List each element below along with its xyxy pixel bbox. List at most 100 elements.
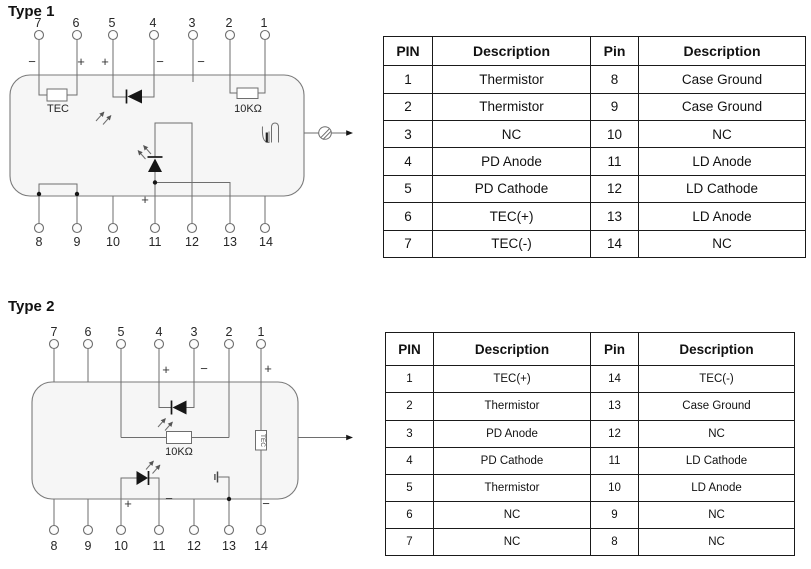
- pin-cell: 12: [590, 419, 639, 448]
- polarity-mark: −: [165, 491, 173, 506]
- thermistor-resistor: 10KΩ: [234, 87, 262, 115]
- laser-diode: [137, 145, 163, 172]
- photodiode: [157, 400, 187, 431]
- pin-label-top: 3: [191, 325, 198, 339]
- resistor-label: 10KΩ: [234, 103, 262, 115]
- tec-block: TEC: [46, 88, 69, 115]
- desc-cell: Thermistor: [433, 392, 591, 421]
- polarity-mark: +: [141, 192, 149, 207]
- case-ground-icon: [214, 471, 232, 502]
- pin-numbers: 7 6 5 4 3 2 1 8 9 10 11 12 13 14: [51, 325, 268, 553]
- pin-label-bottom: 11: [153, 539, 166, 553]
- table-header-row: PIN Description Pin Description: [383, 35, 806, 67]
- desc-cell: Case Ground: [638, 92, 806, 121]
- table-row: 1 TEC(+) 14 TEC(-): [385, 365, 795, 394]
- pin-label-top: 4: [156, 325, 163, 339]
- pin-label-top: 5: [118, 325, 125, 339]
- pin-cell: 5: [385, 473, 434, 502]
- type2-pin-table: PIN Description Pin Description 1 TEC(+)…: [385, 331, 795, 557]
- pin-cell: 10: [590, 473, 639, 502]
- pin-label-bottom: 9: [85, 539, 92, 553]
- pin-label-top: 5: [109, 16, 116, 30]
- polarity-mark: +: [162, 362, 170, 377]
- desc-cell: NC: [638, 229, 806, 259]
- table-row: 3 PD Anode 12 NC: [385, 419, 795, 448]
- col-header: Description: [433, 331, 591, 367]
- table-row: 7 TEC(-) 14 NC: [383, 229, 806, 259]
- desc-cell: LD Cathode: [638, 174, 806, 204]
- wiring: [38, 39, 347, 224]
- pin-label-bottom: 13: [223, 235, 237, 249]
- pin-cell: 4: [385, 446, 434, 475]
- polarity-mark: −: [156, 54, 164, 69]
- junction-dots: [36, 180, 158, 197]
- desc-cell: LD Anode: [638, 202, 806, 231]
- pin-label-top: 1: [258, 325, 265, 339]
- pin-label-bottom: 9: [74, 235, 81, 249]
- pin-cell: 9: [590, 500, 639, 529]
- package-outline: [31, 381, 299, 500]
- pin-cell: 3: [383, 119, 433, 149]
- type1-pin-table: PIN Description Pin Description 1 Thermi…: [383, 35, 806, 259]
- pin-label-top: 7: [35, 16, 42, 30]
- tec-label: TEC: [259, 434, 266, 447]
- table-row: 7 NC 8 NC: [385, 527, 795, 557]
- pin-cell: 8: [590, 527, 639, 557]
- pin-circles: [33, 29, 271, 234]
- pin-label-top: 6: [73, 16, 80, 30]
- type2-title: Type 2: [8, 298, 55, 315]
- desc-cell: PD Cathode: [433, 446, 591, 475]
- table-row: 4 PD Cathode 11 LD Cathode: [385, 446, 795, 475]
- type1-diagram: TEC 10KΩ: [9, 16, 353, 249]
- table-row: 6 TEC(+) 13 LD Anode: [383, 202, 806, 231]
- output-arrow: [346, 130, 353, 136]
- polarity-marks: + − + + − −: [124, 361, 272, 511]
- desc-cell: LD Cathode: [638, 446, 795, 475]
- table-row: 5 PD Cathode 12 LD Cathode: [383, 174, 806, 204]
- polarity-mark: +: [77, 54, 85, 69]
- table-row: 5 Thermistor 10 LD Anode: [385, 473, 795, 502]
- type2-diagram: 10KΩ TEC 7: [31, 325, 353, 553]
- pin-label-bottom: 13: [222, 539, 236, 553]
- pin-label-bottom: 12: [187, 539, 201, 553]
- pin-cell: 6: [383, 202, 433, 231]
- pin-cell: 8: [590, 65, 639, 94]
- col-header: Description: [432, 35, 591, 67]
- type1-title: Type 1: [8, 3, 55, 20]
- desc-cell: Case Ground: [638, 65, 806, 94]
- desc-cell: PD Cathode: [432, 174, 591, 204]
- desc-cell: Thermistor: [433, 473, 591, 502]
- pin-cell: 1: [383, 65, 433, 94]
- table-row: 6 NC 9 NC: [385, 500, 795, 529]
- pin-label-top: 6: [85, 325, 92, 339]
- table-row: 3 NC 10 NC: [383, 119, 806, 149]
- output-arrow: [346, 434, 353, 441]
- desc-cell: PD Anode: [433, 419, 591, 448]
- desc-cell: NC: [638, 119, 806, 149]
- col-header: PIN: [383, 35, 433, 67]
- desc-cell: TEC(+): [432, 202, 591, 231]
- pin-label-bottom: 14: [259, 235, 273, 249]
- package-outline: [9, 74, 305, 197]
- pin-label-top: 4: [150, 16, 157, 30]
- pin-label-bottom: 11: [149, 235, 162, 249]
- tec-block: TEC: [255, 430, 267, 451]
- desc-cell: NC: [433, 527, 591, 557]
- pin-cell: 3: [385, 419, 434, 448]
- pin-cell: 11: [590, 147, 639, 176]
- desc-cell: NC: [638, 500, 795, 529]
- pin-label-bottom: 10: [114, 539, 128, 553]
- polarity-mark: +: [101, 54, 109, 69]
- col-header: Pin: [590, 331, 639, 367]
- desc-cell: TEC(-): [432, 229, 591, 259]
- pin-label-top: 2: [226, 16, 233, 30]
- pin-cell: 14: [590, 229, 639, 259]
- polarity-mark: +: [264, 361, 272, 376]
- pin-cell: 5: [383, 174, 433, 204]
- pin-circles: [48, 338, 267, 536]
- pin-numbers: 7 6 5 4 3 2 1 8 9 10 11 12 13 14: [35, 16, 273, 249]
- polarity-mark: +: [124, 496, 132, 511]
- table-row: 2 Thermistor 13 Case Ground: [385, 392, 795, 421]
- pin-label-bottom: 12: [185, 235, 199, 249]
